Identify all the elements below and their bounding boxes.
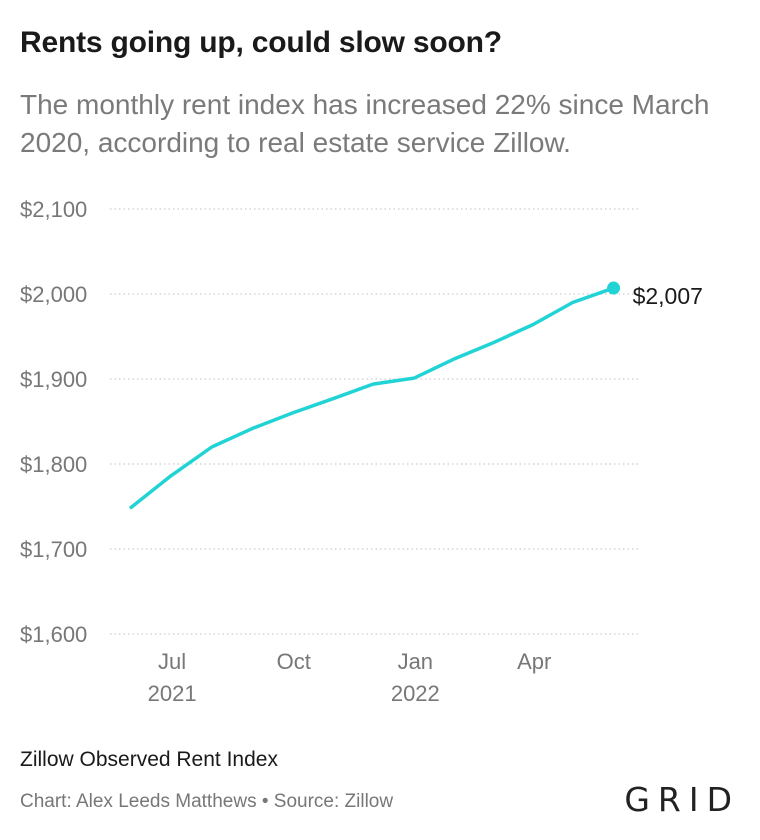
y-tick-label: $1,600 [20, 622, 87, 647]
y-tick-label: $1,700 [20, 537, 87, 562]
y-tick-label: $2,100 [20, 197, 87, 222]
x-tick-label: Apr [517, 649, 551, 674]
chart-title: Rents going up, could slow soon? [20, 26, 502, 59]
grid-logo: GRID [624, 780, 740, 819]
x-axis-labels: Jul 2021 Oct Jan 2022 Apr [148, 649, 552, 706]
y-tick-label: $1,800 [20, 452, 87, 477]
end-value-label: $2,007 [633, 283, 703, 309]
series-label: Zillow Observed Rent Index [20, 748, 278, 771]
rent-index-line [129, 286, 616, 510]
y-axis-labels: $1,600 $1,700 $1,800 $1,900 $2,000 $2,100 [20, 197, 87, 647]
y-tick-label: $2,000 [20, 282, 87, 307]
x-tick-label: Jan [398, 649, 433, 674]
y-tick-label: $1,900 [20, 367, 87, 392]
x-tick-year-label: 2021 [148, 681, 197, 706]
line-chart: $1,600 $1,700 $1,800 $1,900 $2,000 $2,100 Jul… [20, 197, 703, 706]
gridlines [110, 208, 640, 635]
x-tick-label: Oct [277, 649, 311, 674]
x-tick-year-label: 2022 [391, 681, 440, 706]
series-layer: $2,007 [129, 281, 703, 510]
x-tick-label: Jul [158, 649, 186, 674]
end-point-marker [607, 281, 621, 295]
chart-subtitle: The monthly rent index has increased 22%… [20, 89, 710, 158]
chart-credit: Chart: Alex Leeds Matthews • Source: Zil… [20, 791, 394, 812]
